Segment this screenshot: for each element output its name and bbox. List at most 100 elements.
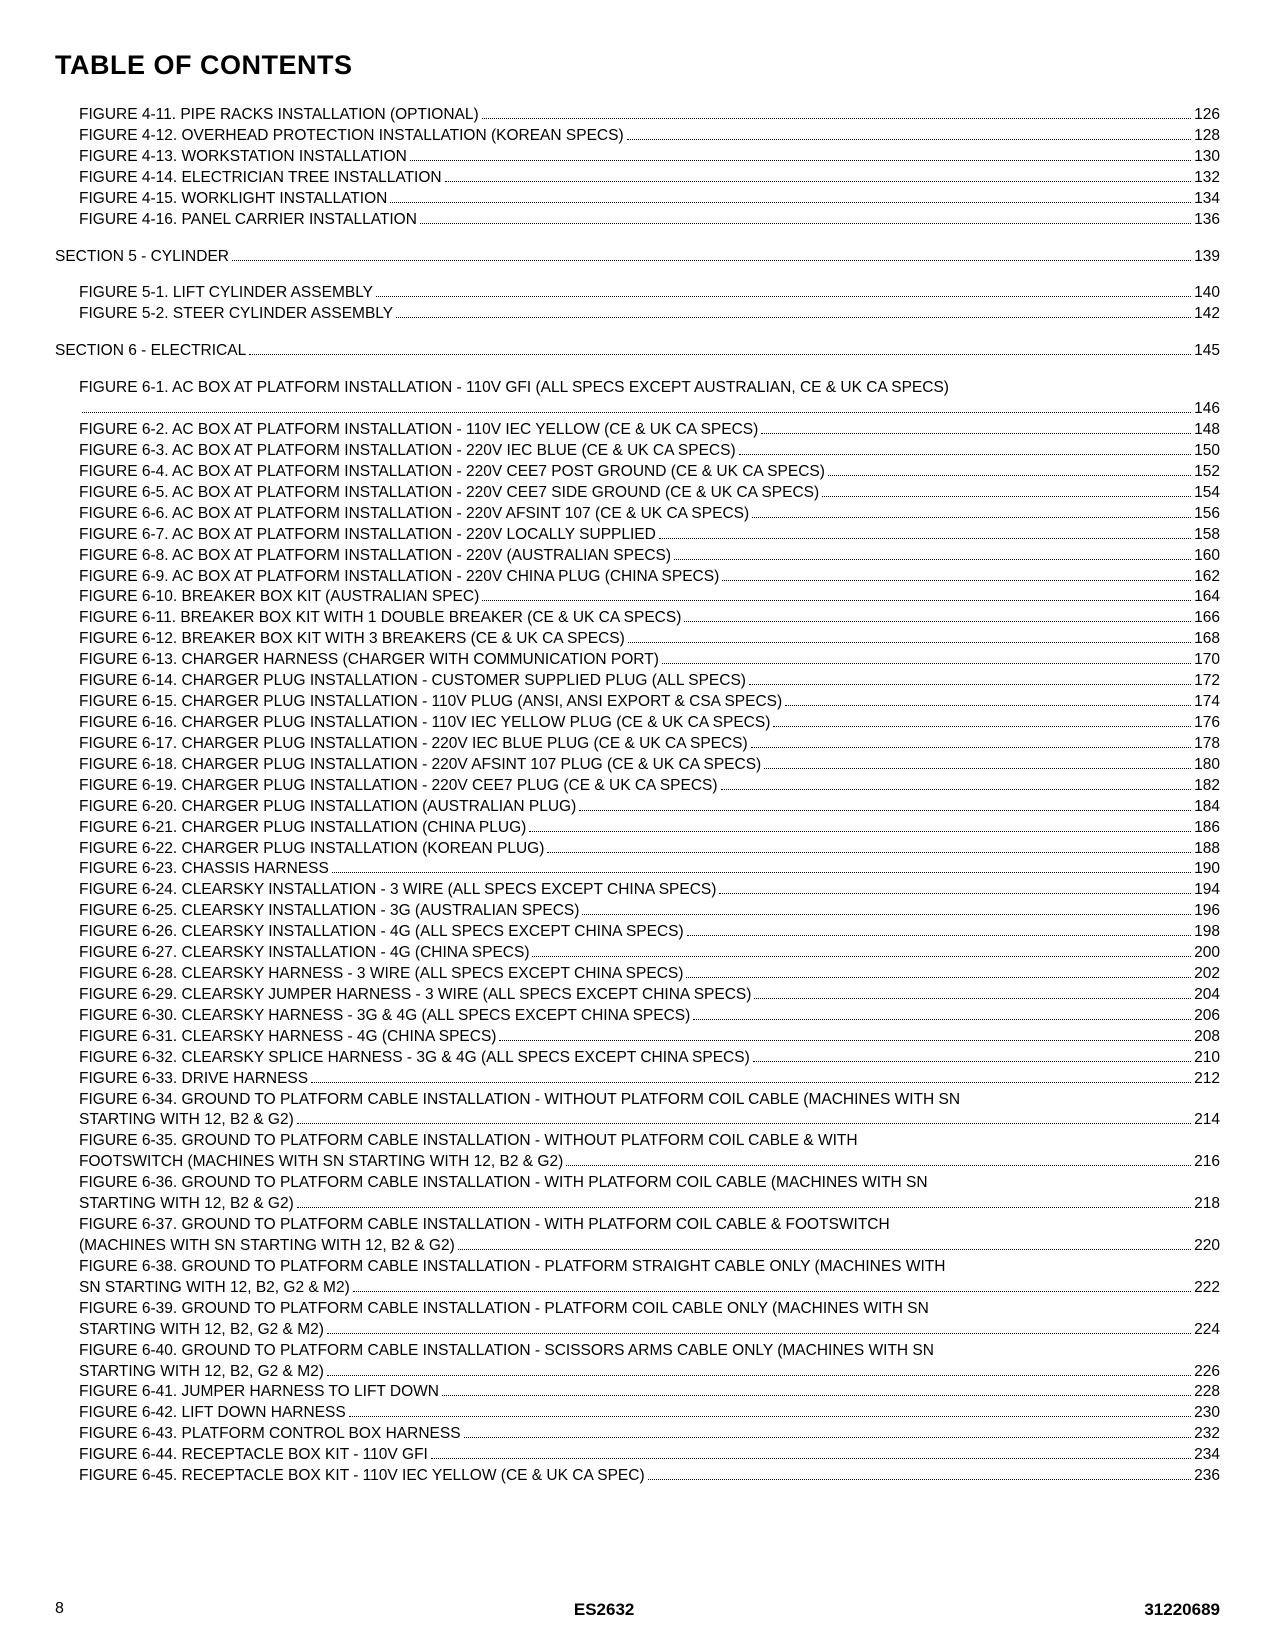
toc-label: FIGURE 6-1. AC BOX AT PLATFORM INSTALLAT…: [79, 378, 949, 399]
toc-label: SECTION 5 - CYLINDER: [55, 247, 229, 268]
toc-entry: FIGURE 6-23. CHASSIS HARNESS190: [79, 859, 1220, 880]
toc-label: FIGURE 6-16. CHARGER PLUG INSTALLATION -…: [79, 713, 770, 734]
toc-entry: SECTION 5 - CYLINDER139: [55, 247, 1220, 268]
toc-leader: [822, 496, 1191, 497]
toc-label: FIGURE 6-17. CHARGER PLUG INSTALLATION -…: [79, 734, 748, 755]
toc-label: FIGURE 4-11. PIPE RACKS INSTALLATION (OP…: [79, 105, 479, 126]
toc-entry: FIGURE 5-2. STEER CYLINDER ASSEMBLY142: [79, 304, 1220, 325]
toc-label: FIGURE 6-39. GROUND TO PLATFORM CABLE IN…: [79, 1299, 929, 1320]
toc-leader: [311, 1082, 1191, 1083]
toc-entry: FIGURE 6-24. CLEARSKY INSTALLATION - 3 W…: [79, 880, 1220, 901]
toc-leader: [684, 621, 1191, 622]
toc-page-number: 196: [1194, 901, 1220, 922]
toc-page-number: 206: [1194, 1006, 1220, 1027]
toc-entry: FIGURE 6-25. CLEARSKY INSTALLATION - 3G …: [79, 901, 1220, 922]
toc-page-number: 184: [1194, 797, 1220, 818]
toc-entry: FIGURE 6-8. AC BOX AT PLATFORM INSTALLAT…: [79, 546, 1220, 567]
toc-label: FIGURE 4-13. WORKSTATION INSTALLATION: [79, 147, 407, 168]
toc-leader: [764, 768, 1191, 769]
toc-label: FIGURE 6-12. BREAKER BOX KIT WITH 3 BREA…: [79, 629, 625, 650]
toc-label: FIGURE 6-6. AC BOX AT PLATFORM INSTALLAT…: [79, 504, 749, 525]
toc-entry: FIGURE 6-37. GROUND TO PLATFORM CABLE IN…: [79, 1215, 1220, 1236]
toc-label: FIGURE 6-30. CLEARSKY HARNESS - 3G & 4G …: [79, 1006, 690, 1027]
toc-page-number: 202: [1194, 964, 1220, 985]
toc-label: FIGURE 6-5. AC BOX AT PLATFORM INSTALLAT…: [79, 483, 819, 504]
toc-page-number: 134: [1194, 189, 1220, 210]
toc-label: FIGURE 6-34. GROUND TO PLATFORM CABLE IN…: [79, 1090, 960, 1111]
toc-entry: FIGURE 6-14. CHARGER PLUG INSTALLATION -…: [79, 671, 1220, 692]
toc-label: (MACHINES WITH SN STARTING WITH 12, B2 &…: [79, 1236, 455, 1257]
toc-leader: [628, 642, 1191, 643]
footer-doc-number: 31220689: [1144, 1600, 1220, 1620]
toc-page-number: 188: [1194, 839, 1220, 860]
toc-label: FIGURE 6-13. CHARGER HARNESS (CHARGER WI…: [79, 650, 659, 671]
toc-entry: FIGURE 6-10. BREAKER BOX KIT (AUSTRALIAN…: [79, 587, 1220, 608]
toc-label: FIGURE 6-22. CHARGER PLUG INSTALLATION (…: [79, 839, 544, 860]
toc-label: FIGURE 6-2. AC BOX AT PLATFORM INSTALLAT…: [79, 420, 758, 441]
toc-leader: [232, 260, 1191, 261]
toc-entry: FIGURE 6-7. AC BOX AT PLATFORM INSTALLAT…: [79, 525, 1220, 546]
toc-entry: FIGURE 6-28. CLEARSKY HARNESS - 3 WIRE (…: [79, 964, 1220, 985]
toc-leader: [785, 705, 1191, 706]
toc-label: FIGURE 6-21. CHARGER PLUG INSTALLATION (…: [79, 818, 526, 839]
toc-entry: FIGURE 6-35. GROUND TO PLATFORM CABLE IN…: [79, 1131, 1220, 1152]
toc-page-number: 170: [1194, 650, 1220, 671]
toc-leader: [687, 935, 1191, 936]
toc-entry: FIGURE 6-45. RECEPTACLE BOX KIT - 110V I…: [79, 1466, 1220, 1487]
toc-page-number: 178: [1194, 734, 1220, 755]
toc-leader: [722, 580, 1191, 581]
toc-leader: [410, 160, 1191, 161]
toc-entry-continuation: STARTING WITH 12, B2, G2 & M2)224: [79, 1320, 1220, 1341]
toc-page-number: 154: [1194, 483, 1220, 504]
toc-entry: FIGURE 6-3. AC BOX AT PLATFORM INSTALLAT…: [79, 441, 1220, 462]
toc-page-number: 126: [1194, 105, 1220, 126]
toc-leader: [582, 914, 1191, 915]
toc-label: FIGURE 6-33. DRIVE HARNESS: [79, 1069, 308, 1090]
toc-label: FIGURE 6-40. GROUND TO PLATFORM CABLE IN…: [79, 1341, 934, 1362]
toc-leader: [579, 810, 1191, 811]
toc-page-number: 218: [1194, 1194, 1220, 1215]
toc-page-number: 198: [1194, 922, 1220, 943]
toc-leader: [739, 454, 1192, 455]
toc-entry: FIGURE 6-39. GROUND TO PLATFORM CABLE IN…: [79, 1299, 1220, 1320]
toc-entry: FIGURE 6-5. AC BOX AT PLATFORM INSTALLAT…: [79, 483, 1220, 504]
toc-leader: [297, 1123, 1191, 1124]
toc-entry-continuation: 146: [79, 399, 1220, 420]
toc-label: FIGURE 6-36. GROUND TO PLATFORM CABLE IN…: [79, 1173, 928, 1194]
toc-label: FOOTSWITCH (MACHINES WITH SN STARTING WI…: [79, 1152, 563, 1173]
toc-entry: FIGURE 6-31. CLEARSKY HARNESS - 4G (CHIN…: [79, 1027, 1220, 1048]
toc-page-number: 158: [1194, 525, 1220, 546]
toc-page-number: 212: [1194, 1069, 1220, 1090]
toc-entry-continuation: FOOTSWITCH (MACHINES WITH SN STARTING WI…: [79, 1152, 1220, 1173]
toc-entry: FIGURE 6-38. GROUND TO PLATFORM CABLE IN…: [79, 1257, 1220, 1278]
toc-page-number: 174: [1194, 692, 1220, 713]
toc-entry: FIGURE 6-12. BREAKER BOX KIT WITH 3 BREA…: [79, 629, 1220, 650]
toc-leader: [686, 977, 1191, 978]
toc-page-number: 172: [1194, 671, 1220, 692]
toc-entry: FIGURE 6-29. CLEARSKY JUMPER HARNESS - 3…: [79, 985, 1220, 1006]
toc-label: FIGURE 4-15. WORKLIGHT INSTALLATION: [79, 189, 387, 210]
toc-leader: [390, 202, 1191, 203]
toc-page-number: 132: [1194, 168, 1220, 189]
toc-page-number: 160: [1194, 546, 1220, 567]
toc-label: FIGURE 6-4. AC BOX AT PLATFORM INSTALLAT…: [79, 462, 825, 483]
toc-page-number: 222: [1194, 1278, 1220, 1299]
toc-leader: [327, 1333, 1191, 1334]
toc-entry: FIGURE 4-16. PANEL CARRIER INSTALLATION1…: [79, 210, 1220, 231]
toc-page-number: 148: [1194, 420, 1220, 441]
toc-page-number: 204: [1194, 985, 1220, 1006]
toc-label: FIGURE 6-18. CHARGER PLUG INSTALLATION -…: [79, 755, 761, 776]
toc-entry: FIGURE 6-26. CLEARSKY INSTALLATION - 4G …: [79, 922, 1220, 943]
toc-label: FIGURE 6-25. CLEARSKY INSTALLATION - 3G …: [79, 901, 579, 922]
toc-label: FIGURE 6-32. CLEARSKY SPLICE HARNESS - 3…: [79, 1048, 750, 1069]
toc-leader: [464, 1437, 1192, 1438]
toc-leader: [662, 663, 1191, 664]
footer-model: ES2632: [574, 1600, 635, 1620]
toc-page-number: 236: [1194, 1466, 1220, 1487]
toc-leader: [659, 538, 1191, 539]
toc-page-number: 182: [1194, 776, 1220, 797]
toc-label: FIGURE 6-15. CHARGER PLUG INSTALLATION -…: [79, 692, 782, 713]
toc-leader: [482, 600, 1191, 601]
toc-entry: FIGURE 6-41. JUMPER HARNESS TO LIFT DOWN…: [79, 1382, 1220, 1403]
toc-page-number: 176: [1194, 713, 1220, 734]
